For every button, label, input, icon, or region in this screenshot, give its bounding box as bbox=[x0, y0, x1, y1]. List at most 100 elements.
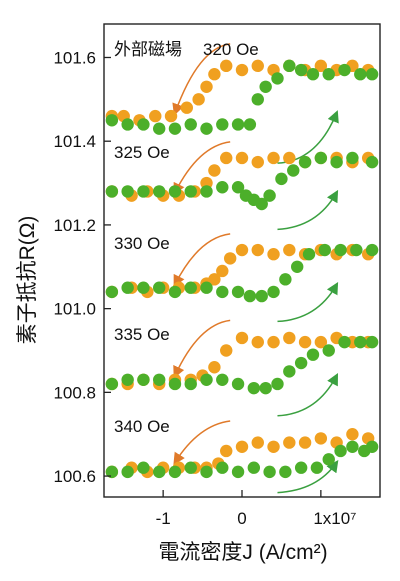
data-point bbox=[294, 356, 308, 370]
series-340-oe-up bbox=[105, 440, 379, 479]
data-point bbox=[137, 461, 150, 474]
data-point bbox=[365, 335, 379, 349]
data-point bbox=[216, 373, 229, 386]
data-point bbox=[350, 243, 363, 257]
data-point bbox=[263, 189, 276, 202]
data-point bbox=[279, 465, 292, 479]
data-point bbox=[306, 68, 320, 81]
data-point bbox=[235, 440, 249, 453]
data-point bbox=[251, 436, 264, 449]
annotation-325oe: 325 Oe bbox=[114, 143, 170, 162]
data-point bbox=[243, 289, 257, 303]
data-point bbox=[283, 243, 296, 257]
data-point bbox=[200, 80, 213, 93]
data-point bbox=[318, 243, 331, 257]
data-point bbox=[137, 373, 150, 386]
annotation-340oe: 340 Oe bbox=[114, 417, 170, 436]
data-point bbox=[283, 365, 296, 378]
data-point bbox=[153, 185, 166, 198]
data-point bbox=[255, 197, 268, 211]
data-point bbox=[220, 151, 233, 165]
data-point bbox=[216, 181, 229, 194]
data-point bbox=[208, 361, 221, 374]
data-point bbox=[247, 381, 261, 395]
data-point bbox=[322, 68, 335, 81]
data-point bbox=[231, 181, 245, 194]
sweep-down-arrow bbox=[173, 420, 231, 466]
sweep-down-arrow bbox=[172, 43, 231, 116]
data-point bbox=[121, 373, 134, 386]
data-point bbox=[255, 289, 268, 303]
y-tick-label: 101.2 bbox=[53, 216, 96, 235]
data-point bbox=[365, 243, 379, 257]
data-point bbox=[153, 373, 166, 386]
data-point bbox=[216, 264, 229, 278]
data-point bbox=[168, 185, 182, 198]
data-point bbox=[153, 281, 166, 294]
data-point bbox=[192, 93, 205, 106]
data-point bbox=[267, 440, 280, 453]
y-tick-label: 100.6 bbox=[53, 467, 96, 486]
data-point bbox=[365, 68, 379, 81]
data-point bbox=[216, 285, 229, 299]
data-point bbox=[208, 68, 221, 81]
data-point bbox=[283, 59, 296, 73]
data-point bbox=[334, 444, 347, 458]
data-point bbox=[251, 335, 264, 349]
data-point bbox=[330, 155, 343, 169]
data-point bbox=[184, 377, 197, 391]
data-point bbox=[121, 185, 134, 198]
data-point bbox=[322, 344, 335, 357]
data-point bbox=[235, 63, 249, 77]
data-point bbox=[251, 59, 264, 73]
data-point bbox=[105, 465, 119, 479]
series-335-oe-up bbox=[105, 335, 379, 395]
data-point bbox=[208, 164, 221, 177]
data-point bbox=[220, 344, 233, 357]
data-point bbox=[283, 151, 296, 165]
data-point bbox=[105, 185, 119, 198]
sweep-down-arrow bbox=[173, 319, 231, 379]
data-point bbox=[200, 122, 213, 135]
data-point bbox=[322, 453, 335, 466]
data-point bbox=[275, 172, 288, 186]
series-320-oe-up bbox=[105, 59, 379, 135]
data-point bbox=[137, 281, 150, 294]
data-point bbox=[164, 109, 178, 123]
data-point bbox=[291, 260, 304, 273]
y-tick-label: 101.0 bbox=[53, 300, 96, 319]
data-point bbox=[231, 285, 245, 299]
data-point bbox=[298, 155, 312, 169]
data-point bbox=[184, 461, 197, 474]
data-point bbox=[184, 281, 197, 294]
data-point bbox=[283, 331, 296, 345]
data-point bbox=[216, 461, 229, 474]
data-point bbox=[231, 377, 245, 391]
x-tick-label: -1 bbox=[156, 509, 171, 528]
data-point bbox=[231, 465, 245, 479]
y-tick-label: 100.8 bbox=[53, 383, 96, 402]
sweep-up-arrow bbox=[277, 460, 339, 494]
data-point bbox=[287, 164, 300, 177]
data-point bbox=[153, 465, 166, 479]
data-point bbox=[314, 151, 328, 165]
data-point bbox=[263, 465, 276, 479]
x-axis-title: 電流密度J (A/cm²) bbox=[158, 541, 327, 564]
data-point bbox=[314, 335, 328, 349]
data-point bbox=[354, 68, 367, 81]
data-point bbox=[137, 185, 150, 198]
data-point bbox=[251, 93, 264, 106]
data-point bbox=[121, 281, 134, 294]
data-point bbox=[338, 335, 351, 349]
series-320-oe-down bbox=[105, 59, 375, 127]
data-point bbox=[267, 285, 280, 299]
data-point bbox=[251, 243, 264, 257]
sweep-up-arrow bbox=[277, 189, 339, 231]
data-point bbox=[220, 59, 233, 73]
y-tick-label: 101.4 bbox=[53, 132, 96, 151]
data-point bbox=[153, 122, 166, 135]
data-point bbox=[231, 118, 245, 131]
data-point bbox=[314, 432, 328, 445]
data-point bbox=[271, 377, 284, 391]
